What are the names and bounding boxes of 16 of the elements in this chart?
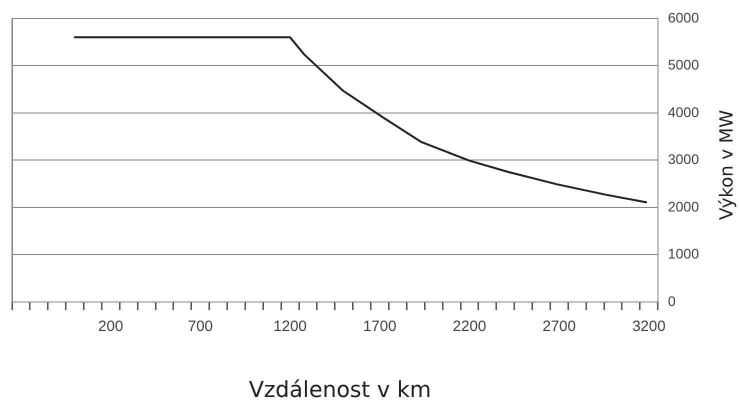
y-tick-label: 5000 <box>668 56 700 73</box>
y-tick-label: 4000 <box>668 104 700 120</box>
x-axis-title: Vzdálenost v km <box>248 378 432 403</box>
x-tick-label: 3200 <box>632 318 666 336</box>
y-tick-label: 6000 <box>668 9 700 26</box>
x-tick-label: 1700 <box>363 318 396 336</box>
y-axis-title: Výkon v MW <box>716 110 738 220</box>
x-tick-label: 200 <box>98 318 124 336</box>
x-tick-label: 2700 <box>542 318 576 336</box>
y-tick-label: 1000 <box>668 246 700 262</box>
x-tick-label: 2200 <box>452 318 486 336</box>
y-tick-label: 3000 <box>668 151 700 168</box>
y-tick-label: 0 <box>668 292 676 309</box>
x-tick-label: 1200 <box>273 318 307 336</box>
y-tick-label: 2000 <box>668 198 700 214</box>
x-tick-label: 700 <box>188 318 213 336</box>
